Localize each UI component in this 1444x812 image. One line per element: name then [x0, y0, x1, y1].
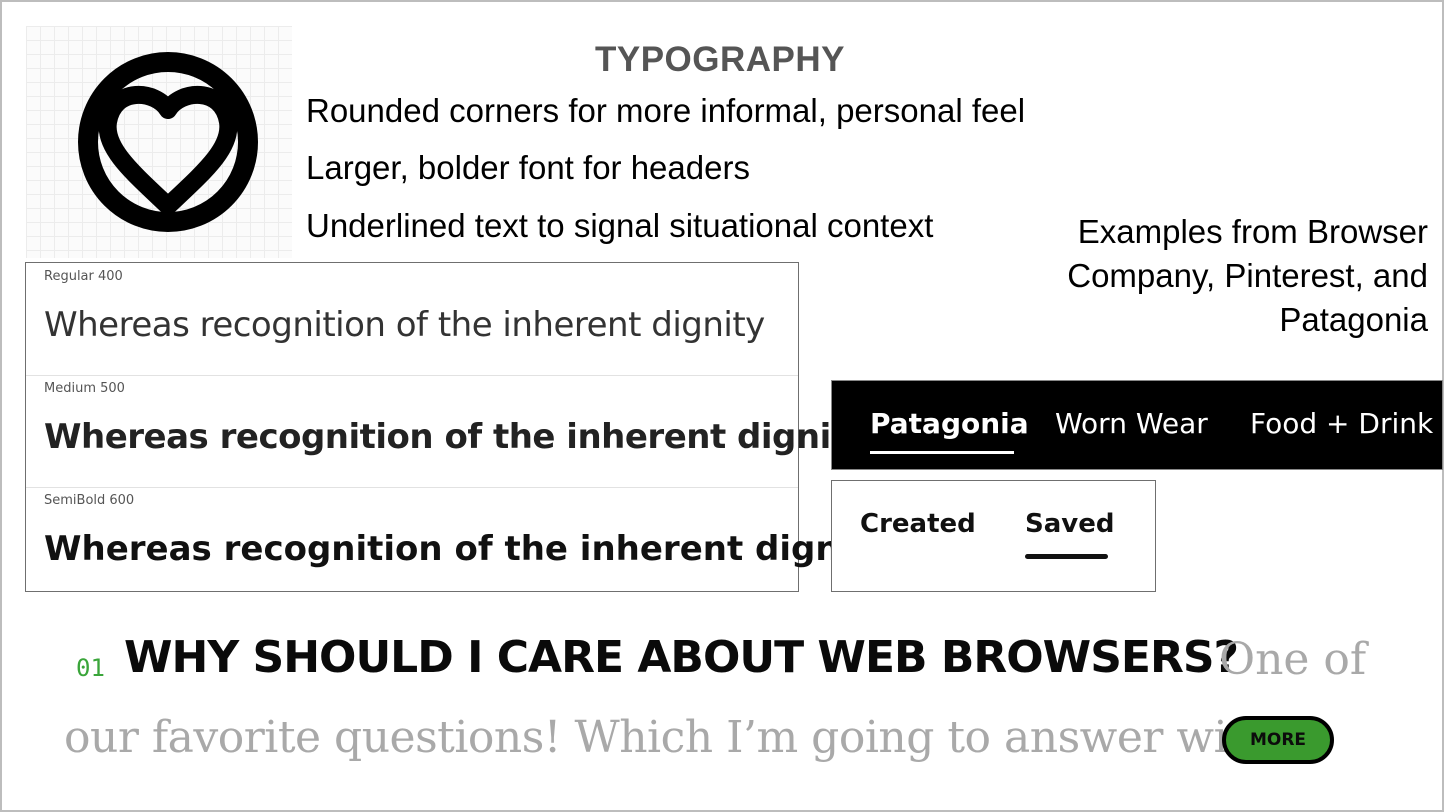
examples-note: Examples from Browser Company, Pinterest… — [1067, 213, 1428, 338]
tab-created[interactable]: Created — [860, 509, 976, 539]
weight-sample-text: Whereas recognition of the inherent dign… — [44, 417, 869, 457]
patagonia-nav-bar: Patagonia Worn Wear Food + Drink — [831, 380, 1443, 470]
bullet-underlined-text: Underlined text to signal situational co… — [306, 207, 934, 244]
nav-link-patagonia[interactable]: Patagonia — [870, 407, 1029, 440]
font-weight-samples: Regular 400 Whereas recognition of the i… — [25, 262, 890, 592]
article-number: 01 — [76, 654, 105, 682]
heart-in-circle-icon — [78, 52, 258, 232]
article-lead-text: One of — [1219, 634, 1367, 685]
article-continuation-text: our favorite questions! Which I’m going … — [64, 712, 1316, 763]
bullet-bolder-headers: Larger, bolder font for headers — [306, 149, 750, 186]
active-nav-underline — [870, 451, 1014, 454]
weight-row-medium: Medium 500 Whereas recognition of the in… — [26, 375, 869, 488]
article-heading[interactable]: WHY SHOULD I CARE ABOUT WEB BROWSERS? — [124, 632, 1239, 683]
weight-label: Regular 400 — [44, 269, 123, 284]
weight-row-semibold: SemiBold 600 Whereas recognition of the … — [26, 487, 890, 599]
slide-title: TYPOGRAPHY — [594, 40, 846, 79]
nav-link-worn-wear[interactable]: Worn Wear — [1055, 407, 1208, 440]
weight-row-regular: Regular 400 Whereas recognition of the i… — [26, 263, 798, 376]
nav-link-food-drink[interactable]: Food + Drink — [1250, 407, 1434, 440]
pinterest-profile-tabs: Created Saved — [831, 480, 1156, 592]
logo-tile — [26, 26, 292, 258]
active-tab-underline — [1025, 554, 1108, 559]
weight-sample-text: Whereas recognition of the inherent dign… — [44, 529, 890, 569]
weight-label: SemiBold 600 — [44, 493, 135, 508]
weight-label: Medium 500 — [44, 381, 125, 396]
tab-saved[interactable]: Saved — [1025, 509, 1115, 539]
weight-sample-text: Whereas recognition of the inherent dign… — [44, 305, 765, 345]
more-button[interactable]: MORE — [1222, 716, 1334, 764]
bullet-rounded-corners: Rounded corners for more informal, perso… — [306, 92, 1026, 129]
